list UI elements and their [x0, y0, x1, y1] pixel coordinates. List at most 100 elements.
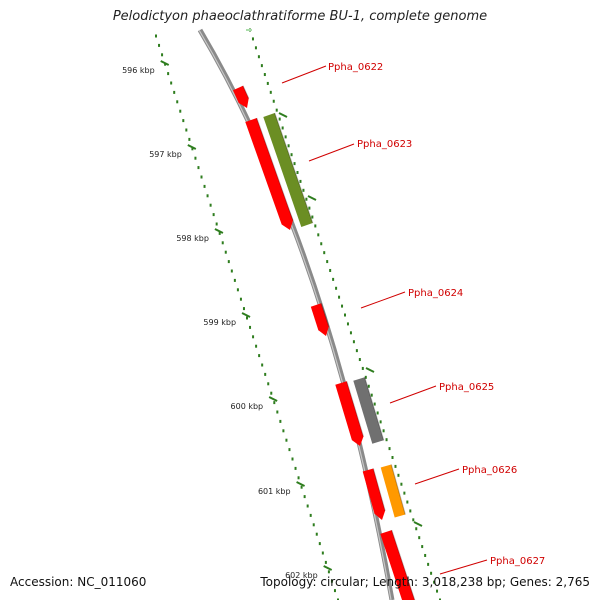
gene-bar-ppha-0623	[263, 113, 313, 227]
kbp-tick	[268, 396, 278, 402]
ruler-dot	[188, 137, 191, 141]
ruler-dot	[224, 250, 227, 254]
outer-tick	[278, 112, 288, 118]
kbp-tick-label: 602 kbp	[285, 571, 318, 580]
outer-dot	[361, 366, 364, 370]
kbp-tick	[296, 481, 306, 487]
ruler-dot	[318, 542, 321, 546]
outer-dot	[424, 553, 427, 557]
ruler-dot	[239, 297, 242, 301]
ruler-dot	[333, 589, 336, 593]
gene-label: Ppha_0624	[408, 288, 463, 299]
kbp-tick	[214, 228, 224, 234]
outer-tick	[307, 195, 317, 201]
gene-label: Ppha_0626	[462, 465, 517, 476]
genome-backbone-highlight	[198, 29, 392, 600]
ruler-dot	[179, 109, 182, 113]
outer-dot	[311, 215, 314, 219]
gene-features	[233, 85, 416, 600]
ruler-dot	[194, 156, 197, 160]
ruler-dot	[279, 419, 282, 423]
ruler-dot	[249, 325, 252, 329]
ruler-dot	[321, 551, 324, 555]
outer-dot	[341, 304, 344, 308]
ruler-dot	[206, 194, 209, 198]
callout-line	[308, 143, 355, 162]
outer-dot	[385, 438, 388, 442]
ruler-dot	[327, 570, 330, 574]
outer-dot	[394, 464, 397, 468]
ruler-dot	[291, 457, 294, 461]
outer-dot	[406, 500, 409, 504]
outer-dot	[397, 473, 400, 477]
kbp-tick-label: 600 kbp	[231, 402, 264, 411]
outer-dot	[391, 456, 394, 459]
ruler-dot	[264, 372, 267, 376]
gene-arrow-ppha-0623	[245, 118, 293, 230]
outer-dot	[382, 429, 385, 433]
ruler-dot	[306, 504, 309, 508]
outer-dot	[373, 402, 376, 406]
callout-line	[439, 559, 488, 575]
outer-dot	[427, 562, 430, 566]
gene-arrow-ppha-0625	[335, 381, 364, 446]
outer-dot	[266, 81, 269, 85]
outer-dot	[400, 482, 403, 486]
outer-dot	[326, 260, 329, 264]
ruler-dot	[212, 213, 215, 217]
gene-arrow-ppha-0625-edge	[346, 381, 364, 437]
outer-dot	[409, 509, 412, 513]
outer-dot	[355, 349, 358, 353]
ruler-dot	[185, 128, 188, 132]
ruler-dot	[221, 241, 224, 245]
outer-dot	[320, 242, 323, 246]
callout-line	[389, 385, 437, 404]
outer-dot	[302, 188, 305, 192]
gene-arrow-ppha-0624-edge	[320, 303, 330, 327]
outer-dot	[329, 268, 332, 272]
ruler-dot	[258, 354, 261, 358]
ruler-dot	[236, 288, 239, 292]
ruler-dot	[227, 260, 230, 264]
outer-dot	[293, 162, 296, 166]
outer-dot	[281, 126, 284, 130]
outer-dot	[323, 251, 326, 255]
gene-arrow-ppha-0627-edge	[391, 529, 416, 600]
outer-dot	[436, 589, 439, 593]
outer-dot	[296, 171, 299, 174]
ruler-dot	[167, 72, 170, 76]
ruler-dot	[288, 448, 291, 452]
ruler-dot	[161, 53, 164, 57]
gene-label: Ppha_0627	[490, 556, 545, 567]
ruler-dot	[242, 307, 245, 311]
gene-arrow-ppha-0624	[310, 303, 329, 336]
kbp-tick-label: 597 kbp	[149, 150, 182, 159]
kbp-tick	[160, 60, 170, 66]
outer-dot	[349, 331, 352, 335]
gene-callouts: Ppha_0622 Ppha_0623 Ppha_0624 Ppha_0625 Ppha…	[281, 62, 545, 575]
outer-dot	[352, 340, 355, 344]
gene-label: Ppha_0622	[328, 62, 383, 73]
outer-tick	[365, 367, 375, 373]
ruler-dot	[215, 222, 218, 226]
ruler-dot	[170, 81, 173, 85]
outer-dot	[332, 277, 335, 281]
ruler-dot	[294, 466, 297, 470]
outer-dot	[335, 286, 338, 290]
gene-bar-ppha-0623-edge	[274, 112, 314, 224]
ruler-dot	[282, 429, 285, 433]
ruler-dot	[173, 90, 176, 94]
outer-dot	[290, 153, 293, 157]
ruler-dot	[255, 344, 258, 348]
gene-arrow-ppha-0622-edge	[242, 85, 250, 99]
outer-dot	[284, 135, 287, 139]
ruler-dots	[155, 34, 339, 600]
outer-dot	[317, 233, 320, 237]
outer-dot	[370, 393, 373, 397]
gene-arrow-ppha-0626	[362, 468, 386, 520]
ruler-dot	[182, 119, 185, 123]
gene-bar-ppha-0625	[353, 377, 384, 444]
outer-dot	[346, 322, 349, 326]
kbp-tick-label: 601 kbp	[258, 487, 291, 496]
